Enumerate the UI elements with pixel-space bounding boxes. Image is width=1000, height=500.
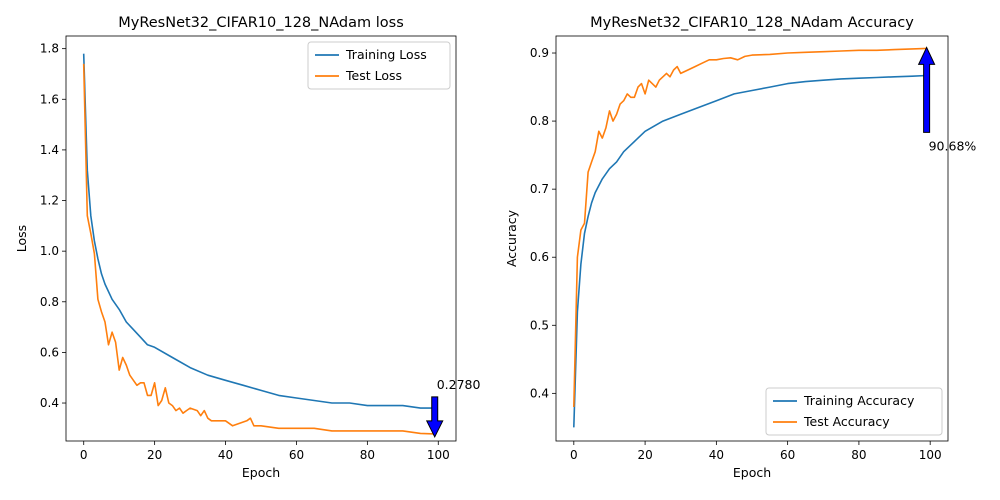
acc-plot-frame xyxy=(555,35,949,442)
acc-y-tick-label: 0.9 xyxy=(530,46,549,60)
acc-annotation-label: 90.68% xyxy=(929,138,977,153)
loss-chart: MyResNet32_CIFAR10_128_NAdam loss 0 20 40 60… xyxy=(14,15,481,480)
loss-y-tick-label: 1.2 xyxy=(40,194,59,208)
acc-x-tick-label: 80 xyxy=(851,448,866,462)
loss-legend-box xyxy=(307,41,451,90)
acc-x-tick-label: 20 xyxy=(637,448,652,462)
acc-legend-box xyxy=(765,387,943,436)
acc-x-tick-label: 40 xyxy=(709,448,724,462)
acc-x-axis-label: Epoch xyxy=(733,465,771,480)
loss-series-test-line xyxy=(82,63,435,435)
acc-legend-label-test: Test Accuracy xyxy=(803,414,890,429)
acc-x-tick-label: 100 xyxy=(919,448,942,462)
acc-y-tick-label: 0.7 xyxy=(530,182,549,196)
loss-annotation-arrow xyxy=(425,396,444,439)
acc-x-tick-label: 0 xyxy=(570,448,578,462)
loss-x-axis-label: Epoch xyxy=(242,465,280,480)
loss-x-tick-label: 40 xyxy=(218,448,233,462)
loss-y-axis-label: Loss xyxy=(14,225,29,252)
acc-chart-title: MyResNet32_CIFAR10_128_NAdam Accuracy xyxy=(590,15,914,31)
loss-y-tick-label: 1.0 xyxy=(40,244,59,258)
loss-plot-frame xyxy=(65,35,457,442)
loss-x-tick-label: 0 xyxy=(80,448,88,462)
loss-y-tick-label: 1.6 xyxy=(40,92,59,106)
acc-y-tick-label: 0.5 xyxy=(530,318,549,332)
acc-legend: Training Accuracy Test Accuracy xyxy=(765,387,943,436)
loss-y-tick-label: 1.8 xyxy=(40,42,59,56)
loss-series-training-line xyxy=(82,53,435,409)
loss-legend: Training Loss Test Loss xyxy=(307,41,451,90)
acc-y-tick-label: 0.4 xyxy=(530,386,549,400)
loss-annotation-label: 0.2780 xyxy=(437,377,481,392)
acc-x-tick-label: 60 xyxy=(780,448,795,462)
acc-y-tick-label: 0.8 xyxy=(530,114,549,128)
loss-legend-label-training: Training Loss xyxy=(345,47,427,62)
loss-y-tick-label: 0.8 xyxy=(40,295,59,309)
acc-series-test-line xyxy=(573,47,927,408)
loss-x-tick-label: 60 xyxy=(289,448,304,462)
acc-y-tick-label: 0.6 xyxy=(530,250,549,264)
loss-legend-label-test: Test Loss xyxy=(345,68,402,83)
acc-y-axis-label: Accuracy xyxy=(504,209,519,267)
loss-y-tick-label: 1.4 xyxy=(40,143,59,157)
loss-chart-title: MyResNet32_CIFAR10_128_NAdam loss xyxy=(118,15,404,31)
loss-x-tick-label: 100 xyxy=(427,448,450,462)
accuracy-chart: MyResNet32_CIFAR10_128_NAdam Accuracy 0 20… xyxy=(504,15,976,480)
loss-y-tick-label: 0.6 xyxy=(40,345,59,359)
acc-series-training-line xyxy=(573,74,927,428)
loss-x-tick-label: 20 xyxy=(147,448,162,462)
acc-legend-label-training: Training Accuracy xyxy=(803,393,915,408)
loss-x-tick-label: 80 xyxy=(360,448,375,462)
loss-y-tick-label: 0.4 xyxy=(40,396,59,410)
acc-annotation-arrow xyxy=(917,46,936,133)
